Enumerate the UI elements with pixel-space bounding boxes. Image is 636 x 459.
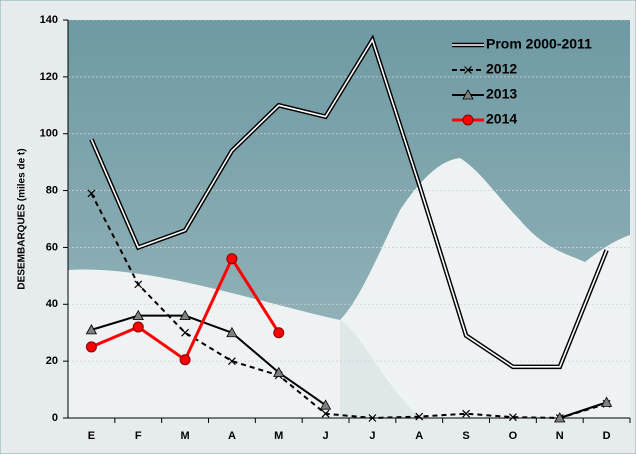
x-tick-label: A — [415, 430, 423, 442]
marker-triangle — [226, 326, 238, 338]
y-tick-label: 80 — [46, 184, 58, 196]
y-axis-label: DESEMBARQUES (miles de t) — [17, 148, 28, 289]
y-tick-label: 20 — [46, 355, 58, 367]
marker-circle — [226, 253, 238, 265]
marker-triangle — [600, 396, 613, 407]
series-line — [91, 314, 607, 419]
y-tick-label: 0 — [52, 412, 58, 424]
x-tick-label: E — [88, 430, 95, 442]
series-line-inner — [90, 37, 608, 368]
marker-x — [181, 328, 190, 337]
y-tick-label: 120 — [40, 71, 58, 83]
marker-triangle — [554, 412, 566, 423]
x-tick-label: J — [323, 430, 329, 442]
marker-circle — [179, 354, 191, 366]
marker-x — [134, 280, 143, 289]
marker-x — [321, 409, 330, 418]
x-tick-label: J — [369, 430, 375, 442]
land-shade — [340, 320, 420, 418]
marker-circle — [132, 321, 144, 333]
marker-x — [464, 66, 472, 74]
marker-triangle — [179, 309, 191, 321]
marker-triangle — [132, 309, 144, 321]
x-tick-label: N — [556, 430, 564, 442]
legend-label: 2012 — [486, 61, 517, 77]
legend-label: Prom 2000-2011 — [486, 36, 592, 52]
marker-triangle — [85, 324, 98, 335]
x-tick-label: D — [603, 430, 611, 442]
legend-label: 2014 — [486, 111, 517, 127]
y-tick-label: 100 — [40, 128, 58, 140]
marker-circle — [273, 327, 285, 339]
y-tick-label: 140 — [40, 14, 58, 26]
marker-circle — [85, 341, 97, 353]
x-tick-label: A — [228, 430, 236, 442]
marker-triangle — [462, 89, 474, 100]
x-tick-label: S — [462, 430, 469, 442]
marker-x — [368, 414, 377, 422]
marker-x — [462, 409, 471, 418]
marker-x — [508, 413, 517, 422]
y-tick-label: 60 — [46, 241, 58, 253]
marker-triangle — [319, 399, 332, 410]
marker-triangle — [273, 366, 285, 377]
x-tick-label: F — [135, 430, 142, 442]
x-tick-label: O — [509, 430, 518, 442]
x-tick-label: M — [274, 430, 283, 442]
legend-label: 2013 — [486, 86, 517, 102]
marker-x — [87, 189, 96, 198]
marker-x — [415, 412, 424, 421]
marker-circle — [462, 114, 474, 126]
x-tick-label: M — [180, 430, 189, 442]
y-tick-label: 40 — [46, 298, 58, 310]
marker-x — [227, 357, 236, 366]
